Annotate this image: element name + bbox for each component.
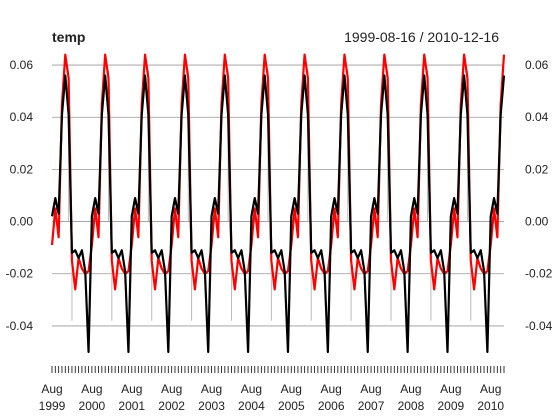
x-tick-year: 2009 (437, 399, 464, 413)
chart-title: temp (52, 29, 85, 45)
x-tick-year: 2006 (318, 399, 345, 413)
x-tick-year: 2010 (477, 399, 504, 413)
x-tick-month: Aug (400, 382, 421, 396)
x-tick-month: Aug (201, 382, 222, 396)
x-tick-year: 2004 (238, 399, 265, 413)
x-tick-year: 2000 (79, 399, 106, 413)
x-tick-month: Aug (360, 382, 381, 396)
series-line-0 (50, 74, 506, 354)
y-tick-label-right: -0.04 (525, 319, 553, 333)
y-tick-label: 0.06 (10, 58, 34, 72)
x-tick-month: Aug (121, 382, 142, 396)
y-tick-label-right: 0.00 (525, 215, 549, 229)
y-tick-label-right: 0.06 (525, 58, 549, 72)
x-tick-year: 2007 (358, 399, 385, 413)
x-tick-year: 2001 (118, 399, 145, 413)
y-tick-label-right: -0.02 (525, 267, 553, 281)
x-tick-month: Aug (440, 382, 461, 396)
x-tick-year: 2008 (398, 399, 425, 413)
x-tick-month: Aug (281, 382, 302, 396)
x-tick-month: Aug (41, 382, 62, 396)
x-tick-year: 1999 (39, 399, 66, 413)
x-tick-month: Aug (320, 382, 341, 396)
x-tick-year: 2005 (278, 399, 305, 413)
y-axis-right-labels: 0.06 0.04 0.02 0.00 -0.02 -0.04 (525, 58, 553, 333)
series-lines (50, 53, 506, 354)
y-axis-left-labels: 0.06 0.04 0.02 0.00 -0.02 -0.04 (6, 58, 34, 333)
x-tick-month: Aug (81, 382, 102, 396)
x-tick-year: 2003 (198, 399, 225, 413)
x-axis-labels: Aug 1999 Aug 2000 Aug 2001 Aug 2002 Aug 2003 Aug 20… (39, 382, 505, 413)
y-tick-label-right: 0.02 (525, 162, 549, 176)
x-tick-month: Aug (161, 382, 182, 396)
date-range-label: 1999-08-16 / 2010-12-16 (344, 29, 499, 45)
x-minor-ticks (51, 366, 505, 373)
y-tick-label: -0.04 (6, 319, 34, 333)
x-tick-year: 2002 (158, 399, 185, 413)
y-tick-label: 0.00 (10, 215, 34, 229)
y-tick-label: 0.04 (10, 110, 34, 124)
y-tick-label: 0.02 (10, 162, 34, 176)
x-tick-month: Aug (241, 382, 262, 396)
x-tick-month: Aug (480, 382, 501, 396)
y-tick-label: -0.02 (6, 267, 34, 281)
gridlines (52, 64, 504, 327)
y-tick-label-right: 0.04 (525, 110, 549, 124)
